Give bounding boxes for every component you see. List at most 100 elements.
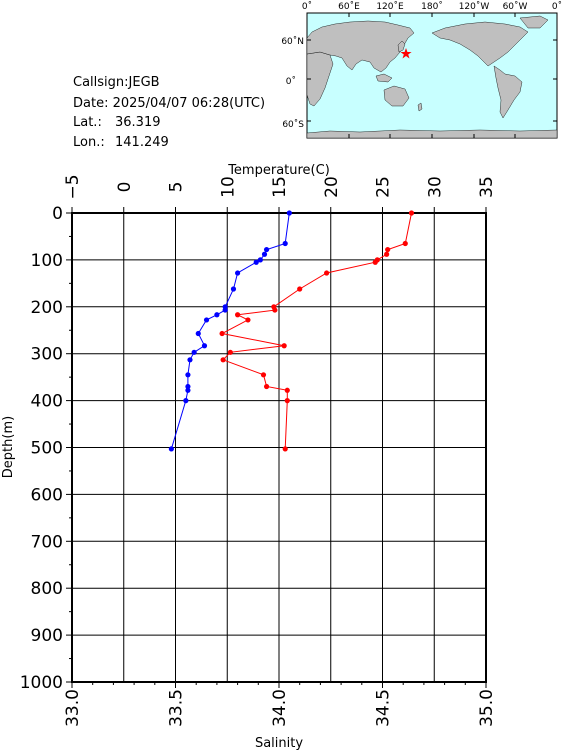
map-tick-0: 0˚ (302, 1, 312, 12)
land-sea-islands (375, 73, 393, 83)
temperature-data-point (260, 372, 267, 378)
temperature-data-point (219, 330, 225, 337)
depth-tick-label: 100 (31, 251, 63, 271)
series-layer (168, 210, 415, 452)
date-text: Date: 2025/04/07 06:28(UTC) (73, 96, 265, 111)
sal-tick-label: 34.0 (270, 689, 290, 727)
temp-tick-label: 30 (425, 176, 445, 198)
temperature-data-point (282, 446, 288, 452)
salinity-data-point (235, 270, 241, 276)
plot-grid (72, 213, 486, 682)
salinity-data-point (263, 246, 270, 253)
land-japan (397, 40, 406, 53)
land-south-america (493, 65, 523, 119)
map-tick-120e: 120˚E (376, 1, 404, 12)
profile-plot: −5 0 5 10 15 20 25 30 35 33.0 33.5 34.0 34.5 35.0 01… (20, 174, 497, 726)
temperature-data-point (263, 383, 270, 390)
map-land (306, 15, 558, 139)
temperature-data-point (220, 357, 226, 363)
land-greenland (519, 15, 549, 29)
salinity-data-point (185, 372, 191, 378)
temperature-data-point (297, 286, 303, 292)
depth-tick-label: 900 (31, 626, 63, 646)
salinity-data-point (282, 240, 288, 247)
depth-tick-label: 700 (31, 532, 63, 552)
sal-tick-label: 33.0 (63, 689, 83, 727)
salinity-data-point (195, 330, 201, 337)
map-top-ticks: 0˚ 60˚E 120˚E 180˚ 120˚W 60˚W 0˚ (302, 1, 562, 12)
temperature-data-point (272, 307, 278, 313)
depth-axis-label: Depth(m) (1, 416, 16, 478)
depth-tick-label: 500 (31, 439, 63, 459)
temperature-data-point (324, 270, 330, 276)
temp-tick-label: 10 (218, 176, 238, 198)
map-tick-60n: 60˚N (281, 36, 304, 47)
lat-label: Lat.: (73, 115, 102, 130)
temperature-data-point (227, 349, 233, 355)
map-tick-180: 180˚ (421, 1, 443, 12)
lon-label: Lon.: (73, 135, 105, 150)
map-tick-60e: 60˚E (338, 1, 360, 12)
temperature-data-point (281, 343, 287, 349)
salinity-data-point (201, 343, 208, 349)
sal-tick-label: 35.0 (477, 689, 497, 727)
station-info: Callsign:JEGB Date: 2025/04/07 06:28(UTC… (73, 75, 265, 150)
map-tick-0-end: 0˚ (552, 1, 562, 12)
depth-tick-label: 300 (31, 345, 63, 365)
salinity-data-point (286, 210, 292, 216)
salinity-data-point (187, 357, 193, 363)
salinity-tick-labels: 33.0 33.5 34.0 34.5 35.0 (63, 689, 497, 727)
salinity-data-point (185, 383, 191, 390)
salinity-data-point (257, 257, 263, 263)
depth-tick-label: 600 (31, 485, 63, 505)
temperature-data-point (372, 259, 378, 265)
map-tick-120w: 120˚W (459, 1, 490, 12)
depth-tick-label: 0 (52, 204, 63, 224)
salinity-data-point (191, 349, 197, 355)
salinity-data-point (222, 307, 228, 313)
depth-tick-label: 200 (31, 298, 63, 318)
world-map-inset: 0˚ 60˚E 120˚E 180˚ 120˚W 60˚W 0˚ 60˚N 0˚… (281, 1, 562, 139)
map-tick-marks (307, 13, 557, 138)
lon-value: 141.249 (115, 135, 169, 150)
temp-tick-label: 0 (115, 182, 135, 193)
salinity-data-point (168, 446, 174, 452)
temp-tick-label: 35 (477, 176, 497, 198)
sal-tick-label: 33.5 (167, 689, 187, 727)
depth-tick-label: 1000 (20, 673, 63, 693)
station-marker-icon (400, 48, 412, 59)
temp-tick-label: 25 (374, 176, 394, 198)
callsign-text: Callsign:JEGB (73, 75, 160, 90)
temperature-data-point (284, 398, 290, 404)
temperature-data-point (235, 312, 241, 318)
depth-tick-labels: 0 100 200 300 400 500 600 700 800 900 1000 (20, 204, 63, 693)
temp-tick-label: 5 (167, 182, 187, 193)
temp-tick-label: 20 (322, 176, 342, 198)
salinity-data-point (261, 251, 268, 257)
temperature-data-point (284, 387, 290, 393)
salinity-data-point (203, 317, 210, 323)
salinity-axis-label: Salinity (255, 736, 303, 751)
depth-tick-label: 800 (31, 579, 63, 599)
temperature-data-point (402, 240, 408, 247)
salinity-data-point (183, 398, 189, 404)
salinity-data-point (253, 259, 259, 265)
land-new-zealand (417, 102, 423, 112)
map-tick-eq: 0˚ (286, 76, 296, 87)
temperature-data-point (385, 246, 391, 253)
salinity-data-point (230, 286, 237, 292)
salinity-profile-line (170, 212, 290, 450)
temp-tick-label: 15 (270, 176, 290, 198)
temperature-data-point (384, 251, 390, 257)
map-tick-60s: 60˚S (282, 119, 304, 130)
map-tick-60w: 60˚W (503, 1, 528, 12)
land-eurasia (306, 20, 415, 73)
temperature-data-point (408, 210, 415, 216)
lat-value: 36.319 (115, 115, 161, 130)
temperature-profile-line (220, 212, 412, 449)
plot-ticks (66, 207, 487, 688)
temperature-tick-labels: −5 0 5 10 15 20 25 30 35 (63, 174, 497, 199)
salinity-data-point (185, 387, 191, 393)
sal-tick-label: 34.5 (374, 689, 394, 727)
